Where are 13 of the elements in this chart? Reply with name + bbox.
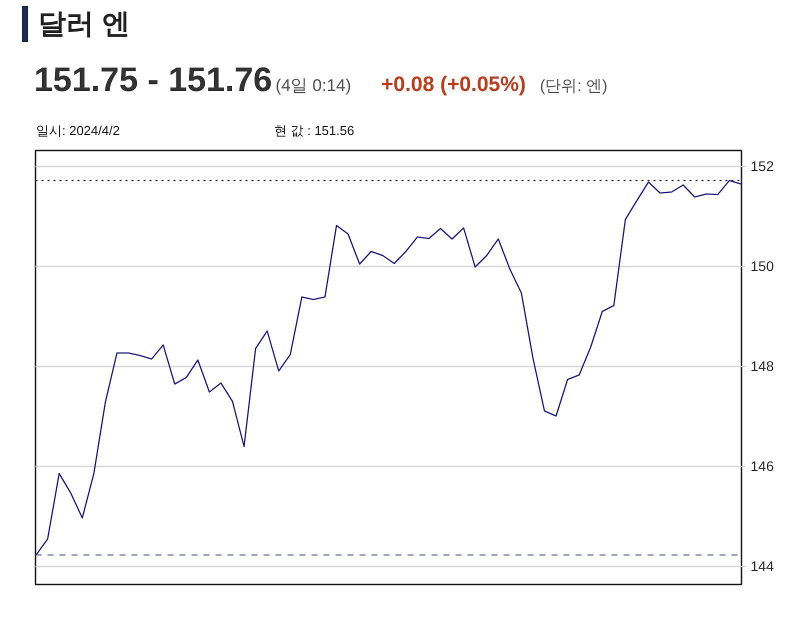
y-tick-label: 150 [750, 258, 774, 274]
line-series [36, 180, 742, 556]
y-tick-label: 148 [750, 358, 774, 374]
text: 현 값 : 151.56 [274, 123, 354, 138]
y-tick-label: 152 [750, 158, 774, 174]
chart-title: 달러 엔 [22, 6, 130, 42]
text: (4일 0:14) [276, 76, 352, 95]
text: +0.08 (+0.05%) [381, 73, 526, 96]
chart-subtitle: 151.75 - 151.76 [34, 61, 272, 99]
y-tick-label: 144 [750, 558, 774, 574]
y-tick-label: 146 [750, 458, 774, 474]
text: (단위: 엔) [540, 78, 608, 95]
text: 일시: 2024/4/2 [36, 122, 121, 140]
